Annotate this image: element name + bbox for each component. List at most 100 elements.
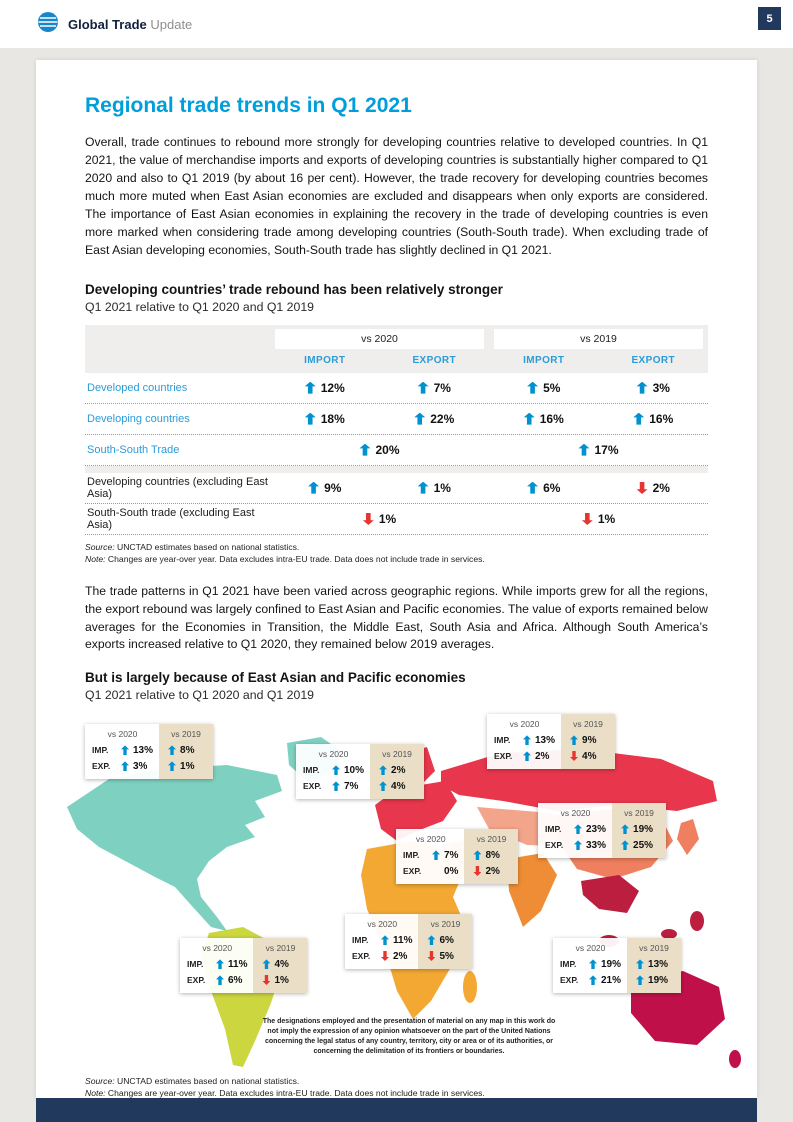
table-row: Developed countries 12% 7% 5% 3% [85, 372, 709, 404]
callout-header-vs2019: vs 2019 [624, 808, 654, 819]
callout-row: 6% [427, 932, 463, 948]
flow-label: EXP. [187, 975, 206, 986]
down-arrow-icon [363, 513, 374, 525]
table-column-header-row: IMPORT EXPORT IMPORT EXPORT [85, 352, 708, 373]
callout-row: 1% [168, 758, 204, 774]
cell-value: 1% [597, 511, 616, 526]
cell-value: 7% [433, 380, 451, 395]
cell-value: 3% [652, 380, 670, 395]
table-cell: 22% [380, 412, 490, 426]
down-arrow-icon [381, 951, 389, 961]
up-arrow-icon [527, 481, 539, 494]
down-arrow-icon [570, 751, 578, 761]
callout-row: IMP. 7% [403, 847, 458, 863]
flow-label: EXP. [560, 975, 579, 986]
cell-value: 6% [228, 974, 243, 986]
up-arrow-icon [332, 781, 340, 792]
cell-value: 4% [274, 958, 289, 970]
callout-row: EXP. 6% [187, 972, 247, 988]
cell-value: 25% [633, 839, 654, 851]
callout-row: EXP. 2% [352, 948, 412, 964]
cell-value: 33% [586, 839, 607, 851]
callout-header-vs2019: vs 2019 [573, 719, 603, 730]
up-arrow-icon [304, 412, 316, 425]
flow-label: EXP. [403, 866, 422, 877]
callout-vs2019-panel: vs 2019 19% 25% [612, 803, 667, 859]
note-line: Note: Changes are year-over year. Data e… [85, 553, 708, 565]
brand-name: Global Trade Update [68, 17, 192, 32]
up-arrow-icon [621, 824, 630, 835]
up-arrow-icon [262, 959, 271, 970]
callout-row: IMP. 19% [560, 956, 621, 972]
callout-vs2019-panel: vs 2019 6% 5% [418, 914, 473, 970]
page-number-badge: 5 [758, 7, 781, 30]
callout-header-vs2019: vs 2019 [639, 943, 669, 954]
cell-value: 19% [633, 823, 654, 835]
up-arrow-icon [168, 761, 177, 772]
callout-vs2020-panel: vs 2020 IMP. 7% EXP. 0% [396, 829, 465, 885]
up-arrow-icon [417, 481, 429, 494]
cell-value: 11% [228, 958, 248, 970]
cell-value: 2% [535, 750, 550, 762]
row-label: Developing countries [87, 412, 190, 425]
callout-vs2020-panel: vs 2020 IMP. 10% EXP. 7% [296, 744, 371, 800]
column-header-import: IMPORT [523, 354, 565, 366]
note-line: Note: Changes are year-over year. Data e… [85, 1087, 708, 1098]
up-arrow-icon [636, 381, 648, 394]
up-arrow-icon [636, 975, 645, 986]
table-cell: 5% [489, 381, 599, 395]
source-label: Source: [85, 541, 115, 552]
table-cell: 20% [270, 443, 489, 457]
callout-row: EXP. 3% [92, 758, 153, 774]
map-callout-oceania: vs 2020 IMP. 19% EXP. 21% vs 2019 13% 19% [553, 938, 682, 994]
callout-row: 4% [379, 778, 415, 794]
callout-row: 9% [570, 732, 606, 748]
up-arrow-icon [432, 850, 440, 861]
up-arrow-icon [523, 412, 535, 425]
up-arrow-icon [414, 412, 426, 425]
column-header-import: IMPORT [304, 354, 346, 366]
cell-value: 8% [485, 849, 500, 861]
callout-vs2020-panel: vs 2020 IMP. 11% EXP. 2% [345, 914, 419, 970]
table-label-spacer [85, 355, 270, 366]
cell-value: 2% [393, 950, 408, 962]
callout-row: IMP. 23% [545, 821, 606, 837]
callout-vs2019-panel: vs 2019 4% 1% [253, 938, 308, 994]
row-label: Developing countries (excluding East Asi… [87, 475, 268, 500]
group-header-vs2019: vs 2019 [494, 328, 703, 349]
source-text: UNCTAD estimates based on national stati… [114, 1076, 300, 1087]
callout-row: 1% [262, 972, 298, 988]
map-callout-south-asia-middle-east: vs 2020 IMP. 11% EXP. 2% vs 2019 6% 5% [345, 914, 473, 970]
table-row: Developing countries 18% 22% 16% 16% [85, 403, 709, 435]
down-arrow-icon [473, 866, 481, 876]
cell-value: 6% [543, 480, 561, 495]
table-cell: 6% [489, 481, 599, 495]
globe-logo-icon [36, 10, 60, 39]
callout-row: IMP. 13% [494, 732, 555, 748]
cell-value: 13% [133, 744, 154, 756]
down-arrow-icon [637, 482, 648, 494]
row-label: South-South Trade [87, 443, 180, 456]
up-arrow-icon [308, 481, 320, 494]
source-text: UNCTAD estimates based on national stati… [114, 541, 300, 552]
cell-value: 3% [133, 760, 148, 772]
group-header-vs2020: vs 2020 [275, 328, 484, 349]
source-line: Source: UNCTAD estimates based on nation… [85, 541, 708, 553]
callout-vs2019-panel: vs 2019 2% 4% [370, 744, 425, 800]
table-cell: 3% [599, 381, 709, 395]
cell-value: 19% [648, 974, 669, 986]
callout-vs2020-panel: vs 2020 IMP. 19% EXP. 21% [553, 938, 628, 994]
flow-label: EXP. [545, 840, 564, 851]
row-label: South-South trade (excluding East Asia) [87, 506, 255, 531]
table-cell: 2% [599, 481, 709, 495]
cell-value: 0% [444, 865, 459, 877]
map-disclaimer: The designations employed and the presen… [262, 1018, 556, 1055]
callout-header-vs2020: vs 2020 [107, 729, 138, 740]
callout-header-vs2019: vs 2019 [265, 943, 296, 954]
callout-vs2019-panel: vs 2019 8% 1% [159, 724, 214, 780]
table-cell: 16% [599, 412, 709, 426]
footer-bar [36, 1098, 757, 1122]
flow-label: IMP. [560, 959, 577, 970]
brand-light: Update [146, 16, 193, 32]
up-arrow-icon [523, 751, 531, 762]
